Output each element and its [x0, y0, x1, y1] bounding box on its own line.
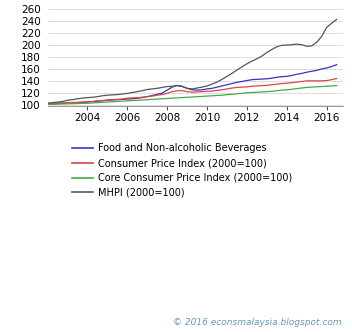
Text: © 2016 econsmalaysia.blogspot.com: © 2016 econsmalaysia.blogspot.com: [173, 318, 341, 327]
Legend: Food and Non-alcoholic Beverages, Consumer Price Index (2000=100), Core Consumer: Food and Non-alcoholic Beverages, Consum…: [68, 139, 296, 202]
